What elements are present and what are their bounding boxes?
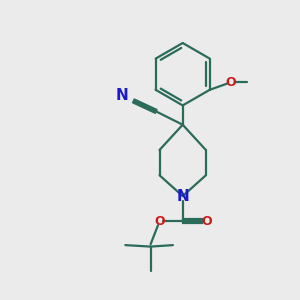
Text: N: N bbox=[176, 189, 189, 204]
Text: O: O bbox=[154, 215, 165, 228]
Text: O: O bbox=[201, 215, 212, 228]
Text: O: O bbox=[226, 76, 236, 89]
Text: N: N bbox=[116, 88, 129, 103]
